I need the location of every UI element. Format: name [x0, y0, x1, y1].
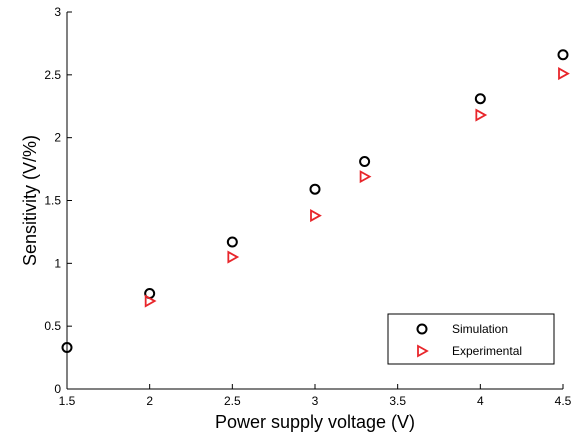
y-tick-label: 2 — [54, 131, 61, 145]
x-tick-label: 2.5 — [224, 394, 241, 408]
experimental-point — [359, 170, 372, 184]
simulation-point — [61, 342, 73, 354]
y-axis-ticks: 0 0.5 1 1.5 2 2.5 3 — [44, 5, 72, 396]
y-tick-label: 0.5 — [44, 319, 61, 333]
x-tick-label: 2 — [146, 394, 153, 408]
x-tick-label: 4.5 — [555, 394, 572, 408]
simulation-point — [359, 156, 371, 168]
experimental-point — [558, 67, 570, 81]
simulation-point — [474, 93, 486, 105]
y-tick-label: 1 — [54, 256, 61, 270]
y-tick-label: 0 — [54, 382, 61, 396]
experimental-point — [144, 294, 157, 308]
experimental-point — [475, 108, 488, 122]
legend-label-experimental: Experimental — [452, 344, 522, 358]
series-experimental — [144, 67, 570, 308]
legend-marker-experimental — [417, 344, 429, 358]
legend-marker-simulation — [416, 323, 428, 335]
x-tick-label: 3 — [312, 394, 319, 408]
x-axis-label: Power supply voltage (V) — [215, 412, 415, 432]
y-tick-label: 1.5 — [44, 194, 61, 208]
y-tick-label: 2.5 — [44, 68, 61, 82]
series-layer — [61, 49, 570, 354]
x-tick-label: 3.5 — [389, 394, 406, 408]
simulation-point — [309, 183, 321, 195]
x-tick-label: 1.5 — [59, 394, 76, 408]
y-axis-label: Sensitivity (V/%) — [20, 135, 40, 266]
simulation-point — [557, 49, 569, 61]
simulation-point — [226, 236, 238, 248]
x-tick-label: 4 — [477, 394, 484, 408]
series-simulation — [61, 49, 569, 354]
legend-label-simulation: Simulation — [452, 322, 508, 336]
y-tick-label: 3 — [54, 5, 61, 19]
legend: Simulation Experimental — [387, 313, 555, 365]
x-axis-ticks: 1.5 2 2.5 3 3.5 4 4.5 — [59, 384, 572, 408]
legend-box — [387, 313, 555, 365]
experimental-point — [227, 250, 240, 264]
experimental-point — [310, 209, 322, 223]
